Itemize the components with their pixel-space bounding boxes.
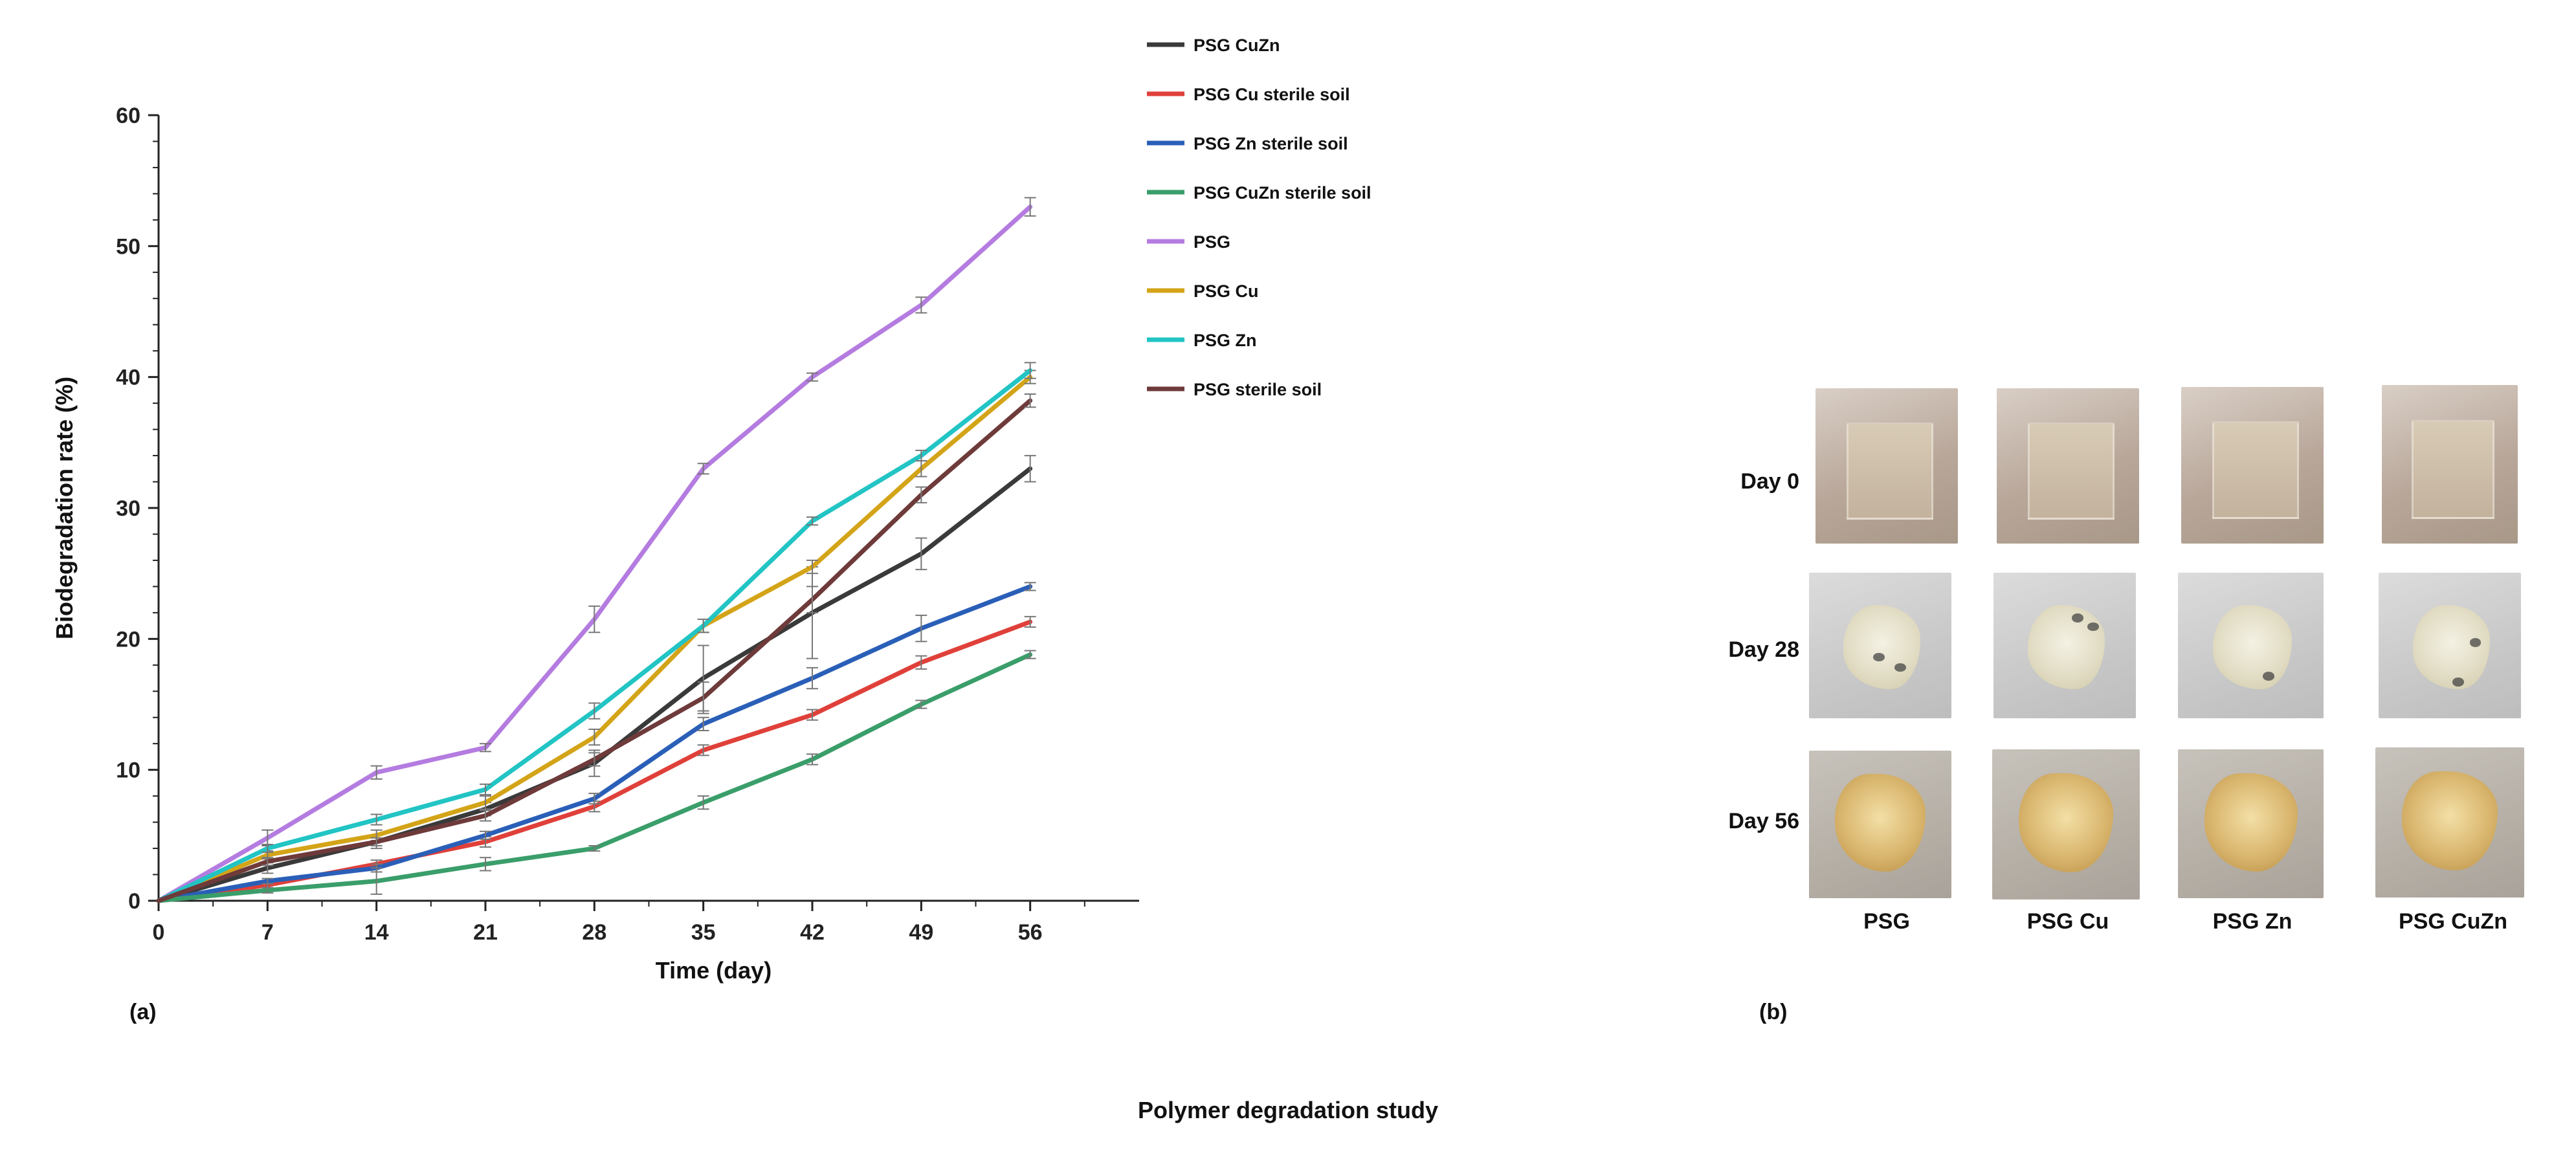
panel-label-b: (b) xyxy=(1759,1000,1788,1024)
legend-label: PSG Cu xyxy=(1194,281,1259,301)
legend-label: PSG CuZn xyxy=(1194,36,1280,55)
legend-label: PSG Zn xyxy=(1194,331,1257,350)
y-tick-label: 30 xyxy=(116,496,140,521)
x-tick-label: 49 xyxy=(909,920,933,945)
sample-photo-psg-day-0 xyxy=(1815,388,1958,544)
x-tick-label: 21 xyxy=(473,920,498,945)
sample-photo-psg-zn-day-28 xyxy=(2178,573,2324,718)
series-line xyxy=(156,466,1033,903)
plot-area: 0 10 20 30 40 50 60 0 7 14 21 28 35 42 49 56 Time (day) B… xyxy=(51,104,1139,984)
sample-photo-psg-zn-day-0 xyxy=(2181,387,2324,544)
legend-label: PSG CuZn sterile soil xyxy=(1194,183,1371,203)
x-tick-label: 0 xyxy=(153,920,165,945)
panel-label-a: (a) xyxy=(129,1000,157,1024)
sample-photo-psg-cuzn-day-0 xyxy=(2382,385,2518,544)
row-label-day-56: Day 56 xyxy=(1728,809,1799,833)
figure-caption: Polymer degradation study xyxy=(1137,1097,1439,1123)
x-tick-label: 42 xyxy=(800,920,825,945)
sample-photo-psg-cu-day-56 xyxy=(1992,749,2140,899)
row-label-day-0: Day 0 xyxy=(1740,469,1799,494)
legend: PSG CuZn PSG Cu sterile soil PSG Zn steril… xyxy=(1147,36,1371,399)
col-label-psg-cuzn: PSG CuZn xyxy=(2398,909,2508,934)
x-axis-title: Time (day) xyxy=(656,957,772,984)
col-label-psg: PSG xyxy=(1863,909,1910,934)
sample-photo-psg-cu-day-28 xyxy=(1993,573,2136,718)
y-tick-label: 40 xyxy=(116,366,140,390)
legend-label: PSG sterile soil xyxy=(1194,380,1322,399)
row-label-day-28: Day 28 xyxy=(1728,637,1799,662)
legend-label: PSG Cu sterile soil xyxy=(1194,85,1350,104)
x-tick-label: 35 xyxy=(691,920,716,945)
y-axis-title: Biodegradation rate (%) xyxy=(51,377,78,639)
y-tick-label: 20 xyxy=(116,627,140,652)
x-tick-label: 7 xyxy=(261,920,274,945)
sample-photo-psg-cu-day-0 xyxy=(1997,388,2139,544)
col-label-psg-cu: PSG Cu xyxy=(2026,909,2109,934)
sample-photo-psg-day-28 xyxy=(1809,573,1951,718)
col-label-psg-zn: PSG Zn xyxy=(2212,909,2293,934)
x-tick-label: 28 xyxy=(582,920,606,945)
y-tick-label: 50 xyxy=(116,234,140,259)
legend-label: PSG xyxy=(1194,232,1230,252)
series-line xyxy=(156,368,1033,903)
sample-photo-psg-zn-day-56 xyxy=(2178,749,2324,898)
y-tick-label: 60 xyxy=(116,104,140,128)
x-tick-label: 14 xyxy=(364,920,389,945)
sample-photo-psg-day-56 xyxy=(1809,751,1951,898)
x-tick-label: 56 xyxy=(1018,920,1043,945)
y-tick-label: 0 xyxy=(128,889,140,914)
sample-photo-psg-cuzn-day-56 xyxy=(2375,747,2524,898)
legend-label: PSG Zn sterile soil xyxy=(1194,134,1348,153)
sample-photo-psg-cuzn-day-28 xyxy=(2379,573,2521,718)
y-tick-label: 10 xyxy=(116,758,140,783)
